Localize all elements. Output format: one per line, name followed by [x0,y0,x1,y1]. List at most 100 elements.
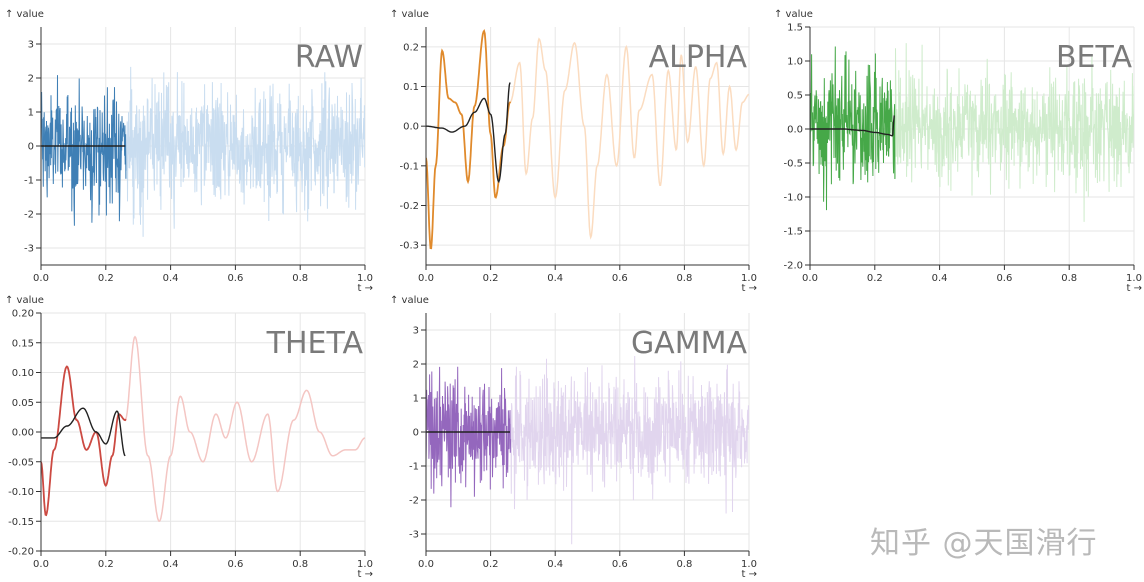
y-tick-label: -2 [409,496,419,507]
chart-title: BETA [1056,40,1133,75]
y-tick-label: 0 [413,428,419,439]
x-tick-label: 0.4 [163,273,179,284]
signal-line-full [508,37,749,240]
x-tick-label: 0.8 [292,273,308,284]
y-tick-label: 0.10 [12,368,34,379]
x-tick-label: 0.2 [483,559,499,570]
x-tick-label: 0.8 [1061,273,1077,284]
y-tick-label: -0.20 [8,547,34,558]
x-axis-label: t → [742,569,757,580]
y-tick-label: 0.0 [787,125,803,136]
y-tick-label: 0 [28,142,34,153]
y-tick-label: -2 [24,210,34,221]
y-tick-label: 1.5 [787,23,803,34]
x-tick-label: 0.4 [547,273,563,284]
signal-line-window [41,365,127,517]
chart-gamma: 0.0 0.2 0.4 0.6 0.8 1.0 -3 -2 -1 0 1 2 3 ↑ value t → GA… [390,295,757,580]
x-tick-label: 0.6 [996,273,1012,284]
filtered-line [810,115,895,137]
y-tick-label: -3 [409,530,419,541]
y-tick-label: -2.0 [783,261,803,272]
y-tick-label: -1 [409,462,419,473]
y-tick-label: -0.15 [8,517,34,528]
y-tick-label: -1.5 [783,227,803,238]
series-group [426,29,749,250]
filtered-line [41,407,126,457]
x-tick-label: 0.4 [163,559,179,570]
y-tick-label: 0.05 [12,398,34,409]
chart-title: THETA [266,326,364,361]
y-axis-label: ↑ value [390,9,429,20]
y-tick-label: -0.3 [399,241,419,252]
x-tick-label: 0.2 [483,273,499,284]
chart-theta: 0.0 0.2 0.4 0.6 0.8 1.0 -0.20 -0.15 -0.10 -0.05 0.… [5,295,373,580]
series-group [426,355,749,545]
y-tick-label: 1 [413,394,419,405]
x-tick-label: 0.2 [867,273,883,284]
signal-line-full [124,66,365,237]
y-tick-label: -0.5 [783,159,803,170]
x-axis-label: t → [358,569,373,580]
y-tick-label: -0.05 [8,457,34,468]
y-tick-label: -3 [24,244,34,255]
chart-alpha: 0.0 0.2 0.4 0.6 0.8 1.0 -0.3 -0.2 -0.1 0.0 0.1 0.2 ↑… [390,9,757,294]
x-tick-label: 0.4 [547,559,563,570]
y-tick-label: 2 [28,74,34,85]
y-tick-label: -0.10 [8,487,34,498]
signal-line-full [124,335,365,522]
x-axis-label: t → [1127,283,1142,294]
signal-line-full [893,43,1134,222]
signal-line-window [810,46,896,211]
series-group [41,66,365,237]
y-tick-label: 0.1 [403,82,419,93]
y-tick-label: 0.2 [403,42,419,53]
y-tick-label: 3 [413,326,419,337]
signal-line-full [508,355,749,545]
x-tick-label: 1.0 [357,273,373,284]
chart-raw: 0.0 0.2 0.4 0.6 0.8 1.0 -3 -2 -1 0 1 2 3 ↑ value t → RA… [5,9,373,294]
y-tick-label: 1 [28,108,34,119]
watermark-text: 知乎 @天国滑行 [870,526,1098,561]
x-tick-label: 0.2 [98,273,114,284]
y-tick-label: 0.20 [12,309,34,320]
y-tick-label: -1 [24,176,34,187]
x-tick-label: 0.0 [33,273,49,284]
y-tick-label: 1.0 [787,57,803,68]
x-tick-label: 0.2 [98,559,114,570]
x-tick-label: 1.0 [741,273,757,284]
chart-title: ALPHA [649,40,748,75]
x-tick-label: 0.6 [227,273,243,284]
signal-line-window [426,366,512,508]
x-tick-label: 0.8 [676,273,692,284]
x-tick-label: 0.6 [227,559,243,570]
y-axis-label: ↑ value [774,9,813,20]
chart-title: RAW [295,40,363,75]
y-tick-label: 3 [28,40,34,51]
signal-line-window [41,75,127,226]
x-tick-label: 0.0 [418,559,434,570]
y-axis-label: ↑ value [5,9,44,20]
y-axis-label: ↑ value [390,295,429,306]
x-tick-label: 0.0 [418,273,434,284]
x-tick-label: 0.4 [932,273,948,284]
y-tick-label: -0.1 [399,161,419,172]
x-tick-label: 0.0 [802,273,818,284]
y-tick-label: -1.0 [783,193,803,204]
x-tick-label: 1.0 [1126,273,1142,284]
x-tick-label: 1.0 [741,559,757,570]
chart-beta: 0.0 0.2 0.4 0.6 0.8 1.0 -2.0 -1.5 -1.0 -0.5 0.0 0.5… [774,9,1142,294]
x-axis-label: t → [742,283,757,294]
filtered-line [426,82,511,184]
series-group [810,43,1134,222]
y-tick-label: 0.00 [12,428,34,439]
x-axis-label: t → [358,283,373,294]
y-tick-label: -0.2 [399,201,419,212]
x-tick-label: 0.8 [292,559,308,570]
series-group [41,335,365,522]
x-tick-label: 0.8 [676,559,692,570]
y-tick-label: 0.0 [403,122,419,133]
x-tick-label: 0.0 [33,559,49,570]
y-tick-label: 0.5 [787,91,803,102]
y-tick-label: 2 [413,360,419,371]
